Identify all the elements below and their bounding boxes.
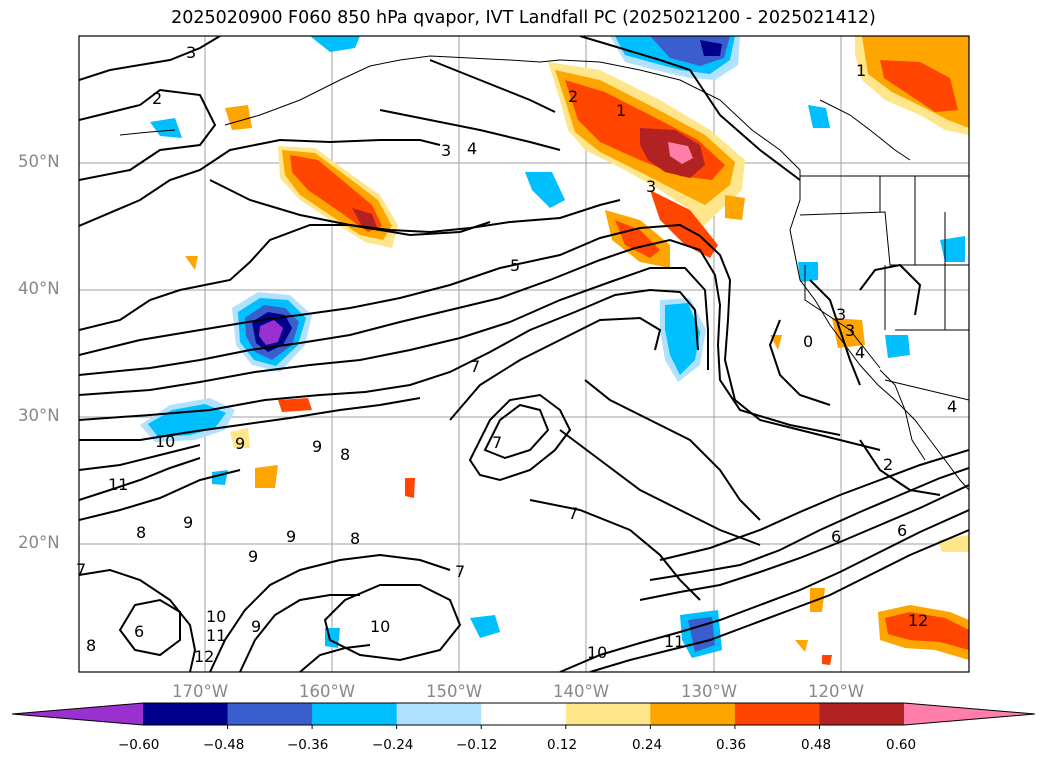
contour-label: 4 [947, 397, 957, 416]
contour-label: 4 [467, 139, 477, 158]
colorbar-segment [565, 703, 651, 725]
contour-label: 7 [492, 433, 502, 452]
contour-label: 9 [248, 547, 258, 566]
contour-label: 9 [312, 437, 322, 456]
contour-label: 6 [134, 622, 144, 641]
colorbar-segment [481, 703, 567, 725]
contour-label: 6 [831, 527, 841, 546]
contour-label: 10 [155, 432, 175, 451]
colorbar-segment [312, 703, 398, 725]
contour-label: 11 [108, 475, 128, 494]
lon-label: 130°W [681, 682, 738, 701]
lat-label: 30°N [18, 406, 60, 425]
contour-labels: 3 2 3 4 2 1 3 5 7 10 9 9 8 11 8 9 9 8 7 … [76, 43, 957, 666]
contour-label: 2 [152, 89, 162, 108]
colorbar-segment [904, 703, 1035, 725]
colorbar-tick: 0.24 [632, 737, 663, 753]
contour-label: 3 [836, 305, 846, 324]
colorbar-segment [819, 703, 905, 725]
contour-label: 10 [587, 643, 607, 662]
colorbar-tick: −0.12 [456, 737, 498, 753]
contour-label: 2 [883, 455, 893, 474]
colorbar-segment [143, 703, 229, 725]
colorbar-tick: 0.48 [801, 737, 832, 753]
lon-label: 150°W [426, 682, 483, 701]
colorbar-segment [650, 703, 736, 725]
map-panel: 3 2 3 4 2 1 3 5 7 10 9 9 8 11 8 9 9 8 7 … [76, 35, 970, 673]
contour-label: 2 [568, 87, 578, 106]
contour-label: 7 [470, 357, 480, 376]
page-title: 2025020900 F060 850 hPa qvapor, IVT Land… [171, 8, 876, 28]
lon-label: 170°W [172, 682, 229, 701]
contour-label: 11 [664, 632, 684, 651]
contour-label: 9 [251, 617, 261, 636]
colorbar-tick: −0.60 [118, 737, 160, 753]
colorbar-tick: −0.36 [287, 737, 329, 753]
colorbar-tick: −0.24 [372, 737, 414, 753]
contour-label: 8 [86, 636, 96, 655]
contour-label: 0 [803, 332, 813, 351]
colorbar-segment [734, 703, 820, 725]
contour-label: 8 [350, 529, 360, 548]
contour-label: 11 [206, 626, 226, 645]
map-border [78, 35, 970, 673]
colorbar-outline [11, 702, 1036, 726]
contour-label: 12 [194, 647, 214, 666]
contour-label: 10 [206, 607, 226, 626]
colorbar-tick: 0.36 [716, 737, 747, 753]
contour-label: 12 [908, 611, 928, 630]
ivt-contours [79, 36, 969, 672]
contour-label: 10 [370, 617, 390, 636]
contour-label: 9 [286, 527, 296, 546]
contour-label: 5 [510, 256, 520, 275]
contour-label: 9 [235, 434, 245, 453]
colorbar [11, 702, 1036, 729]
colorbar-tick: 0.12 [547, 737, 578, 753]
colorbar-tick: 0.60 [886, 737, 917, 753]
contour-label: 3 [441, 141, 451, 160]
contour-label: 1 [616, 101, 626, 120]
contour-label: 7 [455, 562, 465, 581]
lon-label: 120°W [808, 682, 865, 701]
contour-label: 3 [646, 177, 656, 196]
contour-label: 6 [897, 521, 907, 540]
colorbar-tick: −0.48 [203, 737, 245, 753]
contour-label: 8 [136, 523, 146, 542]
lon-label: 160°W [299, 682, 356, 701]
contour-label: 7 [76, 560, 86, 579]
contour-label: 7 [568, 504, 578, 523]
colorbar-segment [12, 703, 143, 725]
contour-label: 3 [845, 321, 855, 340]
lat-label: 50°N [18, 152, 60, 171]
lat-label: 20°N [18, 533, 60, 552]
contour-label: 9 [183, 513, 193, 532]
colorbar-segment [396, 703, 482, 725]
contour-label: 3 [186, 43, 196, 62]
colorbar-segment [227, 703, 313, 725]
lon-label: 140°W [553, 682, 610, 701]
contour-label: 4 [855, 343, 865, 362]
lat-label: 40°N [18, 279, 60, 298]
contour-label: 8 [340, 445, 350, 464]
contour-label: 1 [856, 61, 866, 80]
